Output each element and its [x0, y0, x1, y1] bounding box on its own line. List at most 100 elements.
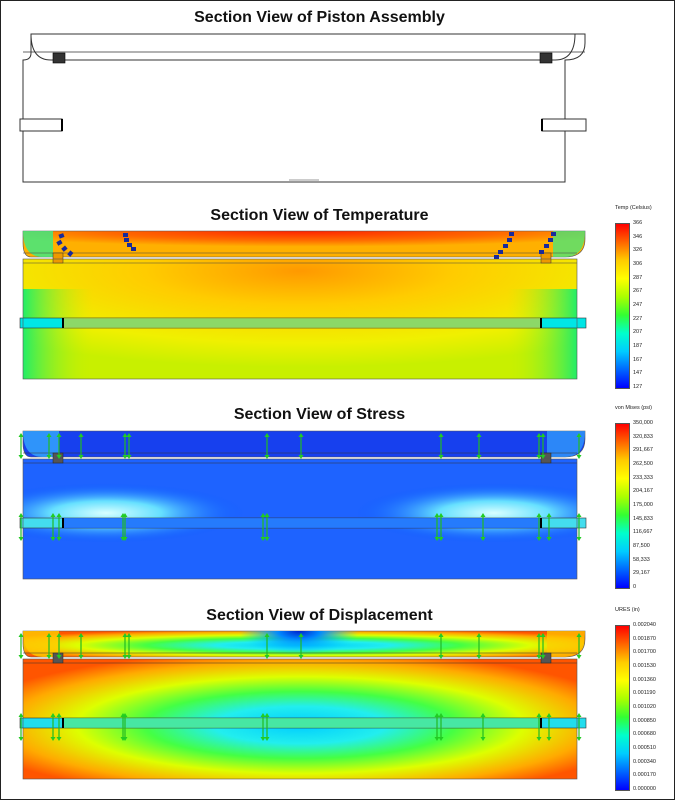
stress-contour [18, 430, 587, 580]
displacement-tick-label: 0.000510 [633, 745, 656, 751]
arrow-head [56, 633, 62, 637]
assembly-section-view [19, 33, 587, 185]
temperature-tick-label: 287 [633, 274, 643, 281]
arrow-head [434, 513, 440, 517]
displacement-tick-label: 0.001870 [633, 635, 656, 642]
title-temperature: Section View of Temperature [210, 207, 429, 224]
arrow-head [264, 713, 270, 717]
stress-tick-label: 262,500 [633, 461, 653, 467]
arrow-head [18, 737, 24, 741]
stress-color-bar [615, 423, 630, 589]
assembly-drawing [19, 33, 587, 183]
arrow-head [126, 633, 132, 637]
displacement-legend-title: URES (in) [615, 607, 640, 613]
arrow-head [78, 433, 84, 437]
arrow-head [46, 633, 52, 637]
arrow-head [536, 633, 542, 637]
arrow-head [540, 655, 546, 659]
temperature-legend: Temp (Celsius) 366 346 326 306 287 267 247 227 2… [615, 205, 675, 395]
arrow-head [122, 455, 128, 459]
arrow-head [438, 433, 444, 437]
arrow-head [264, 433, 270, 437]
arrow-head [546, 513, 552, 517]
arrow-head [298, 455, 304, 459]
temperature-tick-label: 227 [633, 315, 643, 322]
arrow-head [536, 655, 542, 659]
arrow-head [576, 633, 582, 637]
arrow-head [480, 513, 486, 517]
arrow-head [536, 455, 542, 459]
stress-legend: von Mises (psi) 350,000 320,833 291,667 262… [615, 405, 675, 595]
arrow-head [476, 655, 482, 659]
arrow-head [576, 537, 582, 541]
arrow-head [434, 713, 440, 717]
temperature-legend-title: Temp (Celsius) [615, 205, 652, 211]
arrow-head [18, 537, 24, 541]
displacement-section-view [18, 629, 587, 781]
arrow-head [540, 633, 546, 637]
arrow-head [476, 455, 482, 459]
title-assembly: Section View of Piston Assembly [194, 9, 445, 26]
displacement-tick-label: 0.001190 [633, 690, 656, 697]
temperature-tick-label: 167 [633, 356, 643, 363]
arrow-head [50, 713, 56, 717]
arrow-head [576, 455, 582, 459]
arrow-head [536, 713, 542, 717]
arrow-head [56, 537, 62, 541]
stress-tick-label: 145,833 [633, 515, 653, 522]
heat-flux-markers [56, 232, 556, 259]
stress-tick-label: 350,000 [633, 420, 653, 426]
boundary-load-arrows [18, 633, 582, 741]
arrow-head [264, 633, 270, 637]
displacement-tick-label: 0.001360 [633, 676, 656, 683]
arrow-head [260, 513, 266, 517]
stress-tick-label: 87,500 [633, 543, 650, 549]
temperature-contour [19, 230, 587, 380]
arrow-head [78, 455, 84, 459]
arrow-head [18, 633, 24, 637]
arrow-head [536, 537, 542, 541]
arrow-head [18, 713, 24, 717]
arrow-head [126, 455, 132, 459]
arrow-head [546, 537, 552, 541]
title-displacement: Section View of Displacement [206, 607, 433, 624]
temperature-tick-label: 267 [633, 288, 643, 295]
arrow-head [434, 537, 440, 541]
arrow-head [438, 537, 444, 541]
arrow-head [46, 455, 52, 459]
arrow-head [536, 513, 542, 517]
arrow-head [438, 455, 444, 459]
arrow-head [56, 513, 62, 517]
arrow-head [78, 633, 84, 637]
displacement-legend: URES (in) 0.002040 0.001870 0.001700 0.0015… [615, 607, 675, 797]
displacement-tick-label: 0.001700 [633, 649, 656, 656]
displacement-contour [18, 630, 587, 780]
arrow-head [438, 633, 444, 637]
displacement-tick-label: 0.000170 [633, 772, 656, 779]
temperature-tick-label: 147 [633, 370, 643, 377]
arrow-head [56, 455, 62, 459]
arrow-head [18, 455, 24, 459]
arrow-head [264, 455, 270, 459]
arrow-head [438, 713, 444, 717]
arrow-head [50, 737, 56, 741]
temperature-tick-label: 366 [633, 220, 643, 226]
title-stress: Section View of Stress [233, 406, 406, 423]
stress-tick-label: 29,167 [633, 570, 650, 577]
temperature-tick-label: 346 [633, 233, 643, 240]
arrow-head [122, 513, 128, 517]
arrow-head [56, 713, 62, 717]
arrow-head [480, 737, 486, 741]
arrow-head [576, 737, 582, 741]
displacement-tick-label: 0.001530 [633, 663, 656, 669]
stress-tick-label: 291,667 [633, 447, 653, 454]
arrow-head [476, 633, 482, 637]
stress-tick-label: 0 [633, 584, 637, 590]
arrow-head [260, 737, 266, 741]
arrow-head [50, 537, 56, 541]
stress-legend-title: von Mises (psi) [615, 405, 652, 411]
arrow-head [122, 433, 128, 437]
temperature-tick-label: 207 [633, 329, 643, 336]
arrow-head [546, 737, 552, 741]
